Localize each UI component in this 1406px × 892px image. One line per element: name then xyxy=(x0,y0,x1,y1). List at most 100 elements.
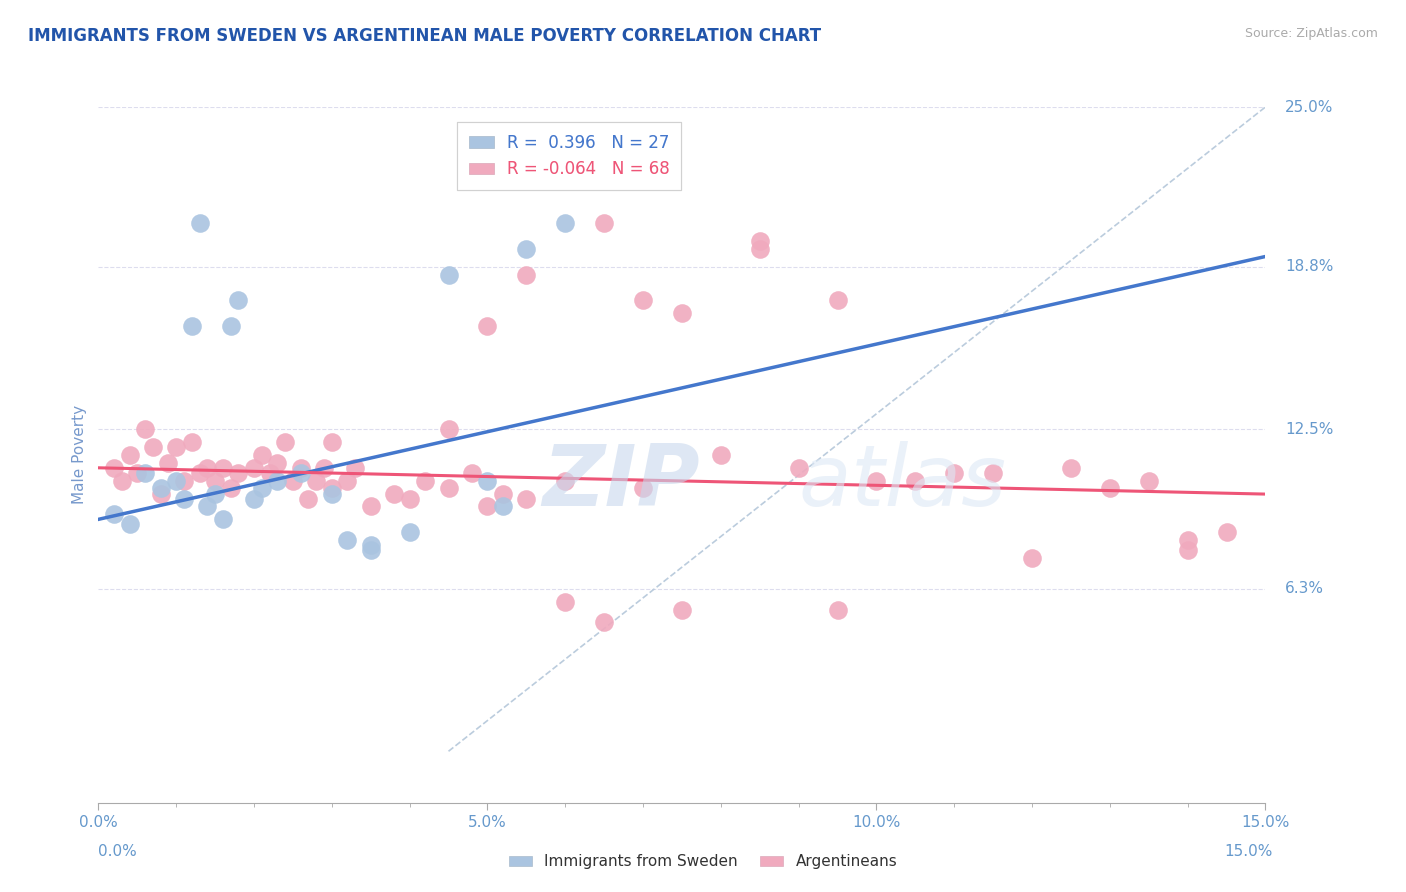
Point xyxy=(437,268,460,282)
Point xyxy=(281,474,304,488)
Point xyxy=(631,293,654,308)
Point xyxy=(219,482,242,496)
Point xyxy=(274,435,297,450)
Point xyxy=(360,500,382,514)
Text: 18.8%: 18.8% xyxy=(1285,260,1333,275)
Point xyxy=(827,293,849,308)
Point xyxy=(321,435,343,450)
Point xyxy=(477,500,499,514)
Point xyxy=(981,466,1004,480)
Point xyxy=(228,293,250,308)
Text: 12.5%: 12.5% xyxy=(1285,422,1333,437)
Point xyxy=(243,460,266,475)
Point xyxy=(554,216,576,230)
Point xyxy=(1060,460,1083,475)
Point xyxy=(398,491,420,506)
Point xyxy=(165,474,187,488)
Point xyxy=(593,216,616,230)
Point xyxy=(157,456,180,470)
Point xyxy=(204,474,226,488)
Text: 15.0%: 15.0% xyxy=(1225,845,1272,859)
Point xyxy=(360,538,382,552)
Point xyxy=(1021,551,1043,566)
Point xyxy=(228,466,250,480)
Point xyxy=(312,460,335,475)
Point xyxy=(266,474,288,488)
Point xyxy=(212,512,235,526)
Point xyxy=(266,456,288,470)
Point xyxy=(118,448,141,462)
Point xyxy=(515,242,537,256)
Point xyxy=(134,422,156,436)
Point xyxy=(142,440,165,454)
Point xyxy=(134,466,156,480)
Point xyxy=(336,474,359,488)
Point xyxy=(515,491,537,506)
Point xyxy=(515,268,537,282)
Point xyxy=(943,466,966,480)
Point xyxy=(593,615,616,630)
Point xyxy=(103,460,125,475)
Point xyxy=(290,466,312,480)
Point xyxy=(204,486,226,500)
Point xyxy=(173,474,195,488)
Point xyxy=(243,491,266,506)
Point xyxy=(165,440,187,454)
Text: 0.0%: 0.0% xyxy=(98,845,138,859)
Point xyxy=(477,319,499,334)
Point xyxy=(180,435,202,450)
Point xyxy=(149,482,172,496)
Point xyxy=(492,500,515,514)
Point xyxy=(149,486,172,500)
Point xyxy=(554,595,576,609)
Point xyxy=(477,474,499,488)
Point xyxy=(290,460,312,475)
Point xyxy=(748,242,770,256)
Text: IMMIGRANTS FROM SWEDEN VS ARGENTINEAN MALE POVERTY CORRELATION CHART: IMMIGRANTS FROM SWEDEN VS ARGENTINEAN MA… xyxy=(28,27,821,45)
Point xyxy=(671,602,693,616)
Point xyxy=(671,306,693,320)
Point xyxy=(111,474,134,488)
Point xyxy=(250,482,273,496)
Point xyxy=(827,602,849,616)
Point xyxy=(173,491,195,506)
Text: ZIP: ZIP xyxy=(541,442,700,524)
Point xyxy=(437,422,460,436)
Text: Source: ZipAtlas.com: Source: ZipAtlas.com xyxy=(1244,27,1378,40)
Point xyxy=(195,460,218,475)
Point xyxy=(787,460,810,475)
Point xyxy=(297,491,319,506)
Text: 25.0%: 25.0% xyxy=(1285,100,1333,114)
Point xyxy=(710,448,733,462)
Point xyxy=(118,517,141,532)
Point xyxy=(305,474,328,488)
Point xyxy=(1177,533,1199,547)
Point xyxy=(195,500,218,514)
Point xyxy=(321,482,343,496)
Point xyxy=(865,474,887,488)
Point xyxy=(259,466,281,480)
Point xyxy=(1215,525,1237,540)
Y-axis label: Male Poverty: Male Poverty xyxy=(72,405,87,505)
Point xyxy=(437,482,460,496)
Point xyxy=(631,482,654,496)
Point xyxy=(1177,543,1199,558)
Point xyxy=(492,486,515,500)
Point xyxy=(904,474,927,488)
Point xyxy=(382,486,405,500)
Text: 6.3%: 6.3% xyxy=(1285,582,1324,597)
Point xyxy=(321,486,343,500)
Point xyxy=(360,543,382,558)
Point xyxy=(1098,482,1121,496)
Point xyxy=(127,466,149,480)
Point xyxy=(188,466,211,480)
Point xyxy=(336,533,359,547)
Point xyxy=(212,460,235,475)
Point xyxy=(344,460,367,475)
Point xyxy=(413,474,436,488)
Legend: R =  0.396   N = 27, R = -0.064   N = 68: R = 0.396 N = 27, R = -0.064 N = 68 xyxy=(457,122,682,190)
Point xyxy=(1137,474,1160,488)
Point xyxy=(461,466,484,480)
Legend: Immigrants from Sweden, Argentineans: Immigrants from Sweden, Argentineans xyxy=(502,848,904,875)
Point xyxy=(219,319,242,334)
